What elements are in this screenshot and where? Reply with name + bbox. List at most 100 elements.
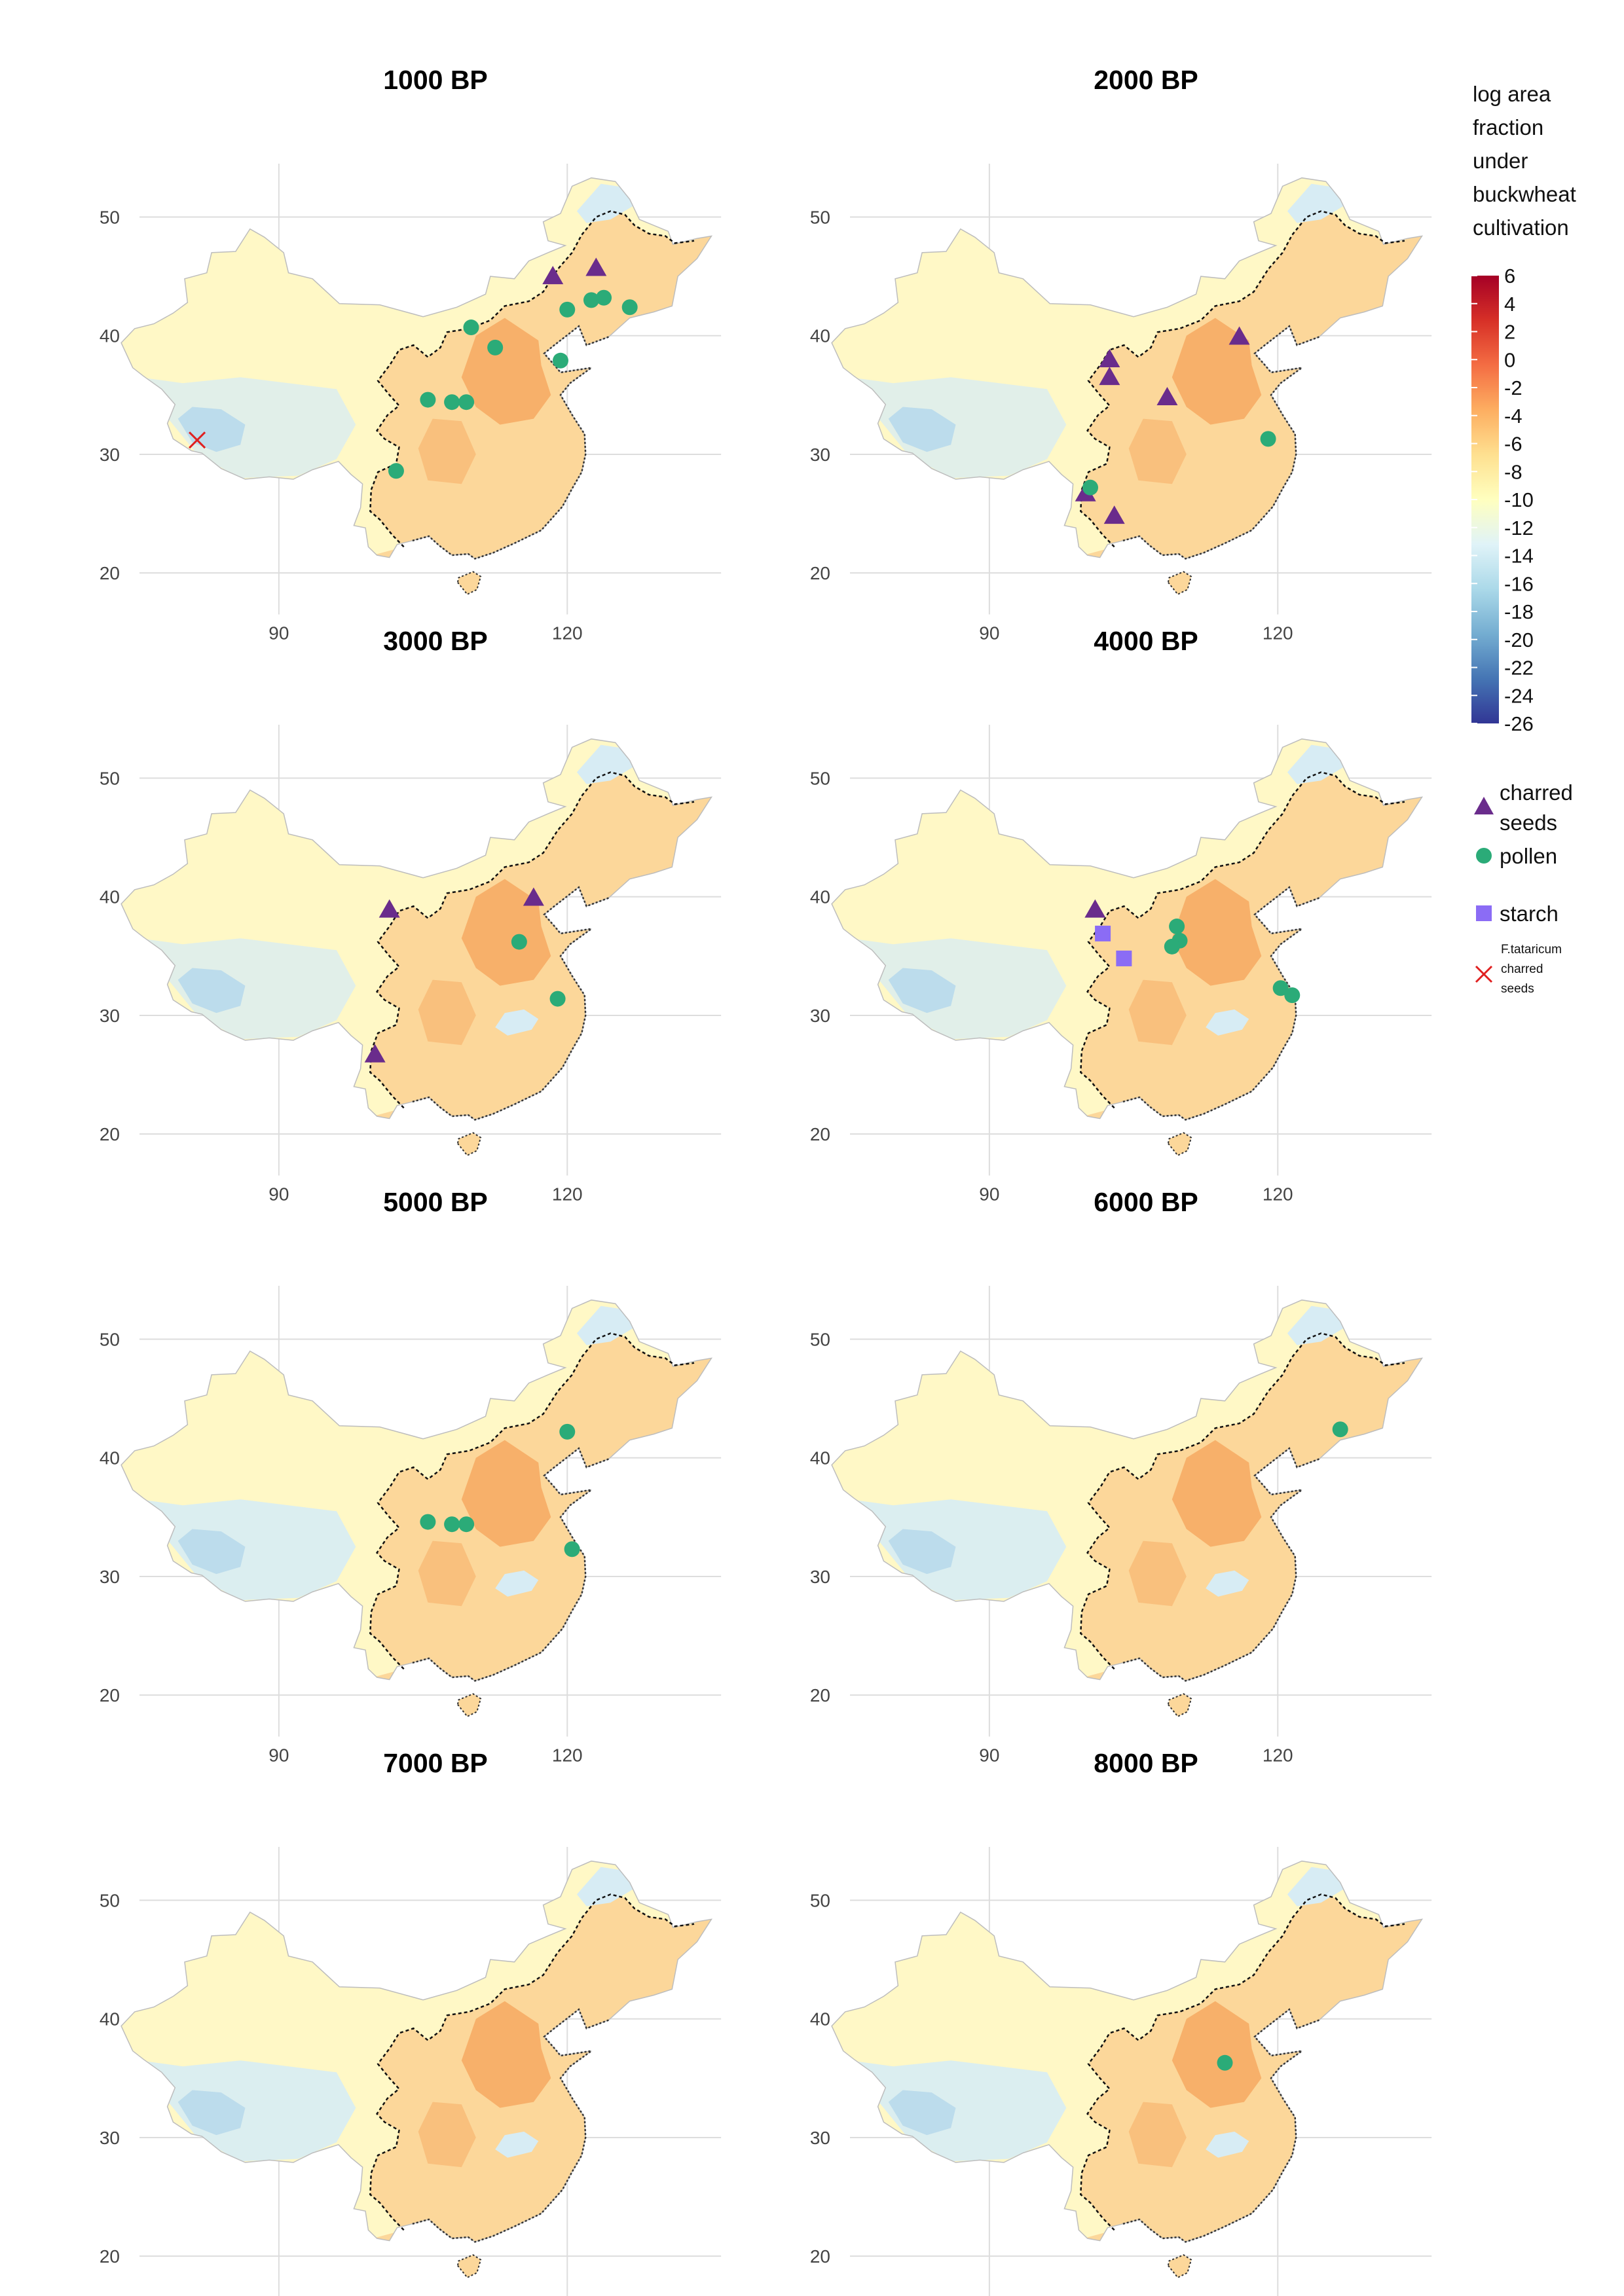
pollen-point <box>388 463 404 479</box>
y-tick-label: 50 <box>100 1891 120 1911</box>
panel-title: 4000 BP <box>1094 626 1198 656</box>
sichuan-hot-fill <box>418 2102 476 2168</box>
legend: log area fraction under buckwheat cultivatio… <box>1471 82 1576 996</box>
charred-seeds-point <box>1103 505 1125 524</box>
core-hot-fill <box>461 2001 551 2108</box>
sichuan-hot-fill <box>1128 2102 1187 2168</box>
colorbar-tick-label: -12 <box>1504 517 1534 539</box>
plateau-cold-fill <box>850 1499 1067 1601</box>
taiwan-island <box>1279 511 1297 549</box>
y-tick-label: 20 <box>100 1124 120 1144</box>
map-panel: 4000 BP 50 40 30 20 90 120 <box>810 626 1432 1205</box>
plateau-cold-fill <box>139 1499 356 1601</box>
country-shading <box>832 1300 1422 1681</box>
legend-title-line: fraction <box>1473 115 1543 139</box>
coastline <box>411 2008 609 2243</box>
yangtze-cold-fill <box>495 2131 539 2158</box>
colorbar-tick-label: -10 <box>1504 488 1534 511</box>
map-panel: 8000 BP 50 40 30 20 90 120 <box>810 1748 1432 2296</box>
colorbar-tick-label: 4 <box>1504 293 1515 316</box>
y-tick-label: 50 <box>810 208 830 228</box>
country-shading <box>121 1300 712 1681</box>
taiwan-island <box>568 511 586 549</box>
hainan-island <box>1167 1693 1192 1718</box>
pollen-point <box>1164 938 1180 955</box>
legend-item-label: seeds <box>1500 811 1557 835</box>
charred-seeds-point <box>585 257 607 276</box>
pollen-point <box>1332 1421 1348 1438</box>
yangtze-cold-fill <box>495 1570 539 1597</box>
colorbar-tick-label: -6 <box>1504 433 1522 456</box>
charred-seeds-point <box>378 899 400 918</box>
hainan-island <box>456 1132 482 1157</box>
y-tick-label: 20 <box>810 1124 830 1144</box>
sichuan-hot-fill <box>418 1540 476 1607</box>
coastline <box>411 1447 609 1682</box>
core-hot-fill <box>1172 1440 1262 1547</box>
y-tick-label: 30 <box>100 1006 120 1026</box>
pollen-point <box>444 394 460 410</box>
colorbar-tick-label: 6 <box>1504 264 1515 287</box>
legend-title-line: buckwheat <box>1473 182 1576 206</box>
y-tick-label: 50 <box>810 769 830 789</box>
charred-seeds-point <box>1156 386 1178 405</box>
x-tick-label: 90 <box>979 1745 999 1766</box>
charred-seeds-point <box>364 1044 386 1063</box>
coastline <box>1122 2008 1320 2243</box>
y-tick-label: 20 <box>810 2246 830 2267</box>
charred-seeds-point <box>542 266 564 285</box>
taiwan-island <box>568 1633 586 1671</box>
starch-point <box>1116 950 1132 966</box>
legend-item-label: starch <box>1500 902 1559 926</box>
plateau-blue-fill <box>888 407 956 452</box>
colorbar-tick-label: -26 <box>1504 712 1534 735</box>
x-tick-label: 90 <box>268 1745 289 1766</box>
x-tick-label: 90 <box>979 623 999 644</box>
x-tick-label: 120 <box>552 1184 583 1205</box>
taiwan-island <box>1279 1633 1297 1671</box>
panel-title: 6000 BP <box>1094 1187 1198 1217</box>
plateau-blue-fill <box>177 407 246 452</box>
taiwan-island <box>1279 1072 1297 1110</box>
y-tick-label: 20 <box>100 1685 120 1705</box>
colorbar-tick-label: -18 <box>1504 600 1534 623</box>
map-panel: 6000 BP 50 40 30 20 90 120 <box>810 1187 1432 1766</box>
sichuan-hot-fill <box>1128 1540 1187 1607</box>
y-tick-label: 50 <box>810 1330 830 1350</box>
plateau-blue-fill <box>177 968 246 1013</box>
y-tick-label: 50 <box>100 1330 120 1350</box>
panel-title: 8000 BP <box>1094 1748 1198 1778</box>
colorbar-tick-label: -20 <box>1504 629 1534 651</box>
pollen-point <box>559 301 576 318</box>
country-shading <box>832 177 1422 559</box>
region-boundary <box>1080 771 1405 1109</box>
region-boundary <box>369 771 695 1109</box>
y-tick-label: 50 <box>810 1891 830 1911</box>
colorbar-tick-label: -8 <box>1504 460 1522 483</box>
pollen-point <box>549 991 566 1007</box>
region-boundary <box>1080 1332 1405 1670</box>
coastline <box>411 325 609 560</box>
country-shading <box>121 738 712 1120</box>
x-tick-label: 90 <box>268 1184 289 1205</box>
x-tick-label: 90 <box>979 1184 999 1205</box>
pollen-point <box>458 394 475 410</box>
pollen-point <box>487 339 504 355</box>
y-tick-label: 50 <box>100 208 120 228</box>
plateau-blue-fill <box>888 968 956 1013</box>
y-tick-label: 30 <box>810 445 830 465</box>
y-tick-label: 20 <box>100 563 120 583</box>
plateau-blue-fill <box>888 1529 956 1575</box>
colorbar-tick-label: -4 <box>1504 405 1522 428</box>
starch-point <box>1095 925 1111 941</box>
y-tick-label: 40 <box>100 1448 120 1468</box>
pollen-point <box>621 299 638 316</box>
sichuan-hot-fill <box>1128 418 1187 484</box>
taiwan-island <box>1279 2195 1297 2232</box>
y-tick-label: 40 <box>810 887 830 907</box>
map-panels: 1000 BP 50 40 30 20 90 120 2000 BP 50 40 30 20 90 120… <box>100 65 1432 2296</box>
charred-seeds-point <box>1084 899 1106 918</box>
pollen-point <box>1217 2054 1233 2071</box>
x-tick-label: 90 <box>268 623 289 644</box>
